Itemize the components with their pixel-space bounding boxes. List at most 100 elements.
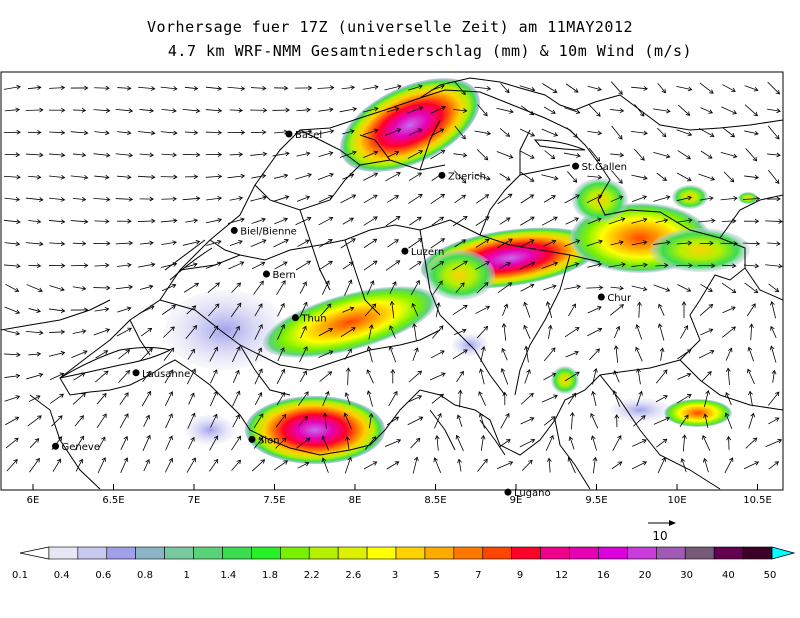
- colorbar-segment: [684, 546, 715, 560]
- colorbar-segment: [366, 546, 397, 560]
- wind-arrow-head: [345, 367, 351, 372]
- wind-arrow-head: [417, 370, 423, 376]
- wind-arrow-head: [417, 172, 422, 177]
- wind-arrow-head: [351, 194, 357, 199]
- wind-arrow: [610, 81, 623, 95]
- wind-arrow-head: [617, 461, 623, 466]
- wind-arrow-head: [661, 132, 667, 138]
- wind-arrow: [275, 437, 287, 449]
- lon-tick-label: 8.5E: [424, 495, 446, 506]
- wind-arrow-head: [34, 438, 40, 443]
- wind-arrow-head: [195, 152, 201, 158]
- wind-arrow-head: [351, 238, 356, 243]
- wind-arrow: [344, 413, 352, 429]
- wind-arrow-head: [591, 390, 596, 396]
- wind-arrow-head: [619, 285, 624, 291]
- lon-tick-label: 7E: [188, 495, 201, 506]
- wind-arrow-head: [150, 86, 156, 91]
- wind-arrow-head: [37, 415, 42, 420]
- wind-arrow: [720, 197, 738, 201]
- wind-arrow: [205, 109, 222, 112]
- wind-arrow-head: [262, 85, 267, 91]
- wind-arrow: [703, 458, 709, 473]
- wind-arrow: [227, 218, 245, 224]
- wind-arrow: [4, 375, 20, 378]
- wind-arrow: [73, 109, 86, 111]
- wind-arrow-head: [195, 196, 201, 201]
- wind-arrow: [251, 218, 266, 224]
- wind-arrow-head: [168, 457, 174, 463]
- wind-arrow-head: [79, 415, 84, 420]
- wind-arrow: [206, 262, 222, 269]
- colorbar-label: 0.1: [12, 570, 28, 581]
- city-dot: [291, 314, 299, 322]
- wind-arrow: [567, 392, 577, 405]
- wind-arrow: [28, 395, 41, 402]
- wind-arrow-head: [168, 413, 173, 418]
- wind-arrow-head: [394, 239, 399, 244]
- wind-arrow: [342, 307, 354, 313]
- wind-arrow-head: [103, 370, 109, 376]
- lon-tick-label: 6E: [27, 495, 40, 506]
- wind-arrow-head: [440, 350, 445, 355]
- wind-arrow: [765, 439, 782, 447]
- wind-arrow: [631, 461, 647, 470]
- wind-arrow-head: [282, 261, 288, 266]
- wind-arrow: [656, 172, 667, 181]
- wind-arrow-head: [415, 437, 421, 443]
- wind-arrow: [636, 324, 643, 340]
- wind-arrow-head: [483, 325, 489, 331]
- wind-arrow-head: [14, 287, 20, 292]
- wind-arrow: [254, 303, 263, 317]
- wind-arrow-head: [285, 151, 290, 157]
- wind-arrow: [94, 264, 109, 267]
- wind-arrow-head: [484, 194, 490, 199]
- wind-arrow: [678, 104, 690, 116]
- wind-arrow-head: [372, 461, 378, 466]
- wind-arrow: [434, 457, 442, 473]
- wind-arrow-head: [78, 458, 83, 464]
- wind-arrow-head: [39, 241, 44, 247]
- wind-arrow-head: [60, 85, 66, 91]
- wind-arrow: [545, 435, 554, 451]
- wind-arrow-head: [306, 260, 312, 265]
- wind-arrow: [748, 347, 754, 362]
- wind-arrow-head: [770, 300, 775, 306]
- wind-arrow: [725, 348, 732, 361]
- wind-arrow-head: [478, 391, 483, 396]
- wind-arrow-head: [440, 84, 445, 89]
- wind-arrow: [94, 220, 109, 222]
- wind-arrow: [408, 238, 423, 249]
- wind-arrow-head: [83, 130, 89, 136]
- wind-arrow-head: [686, 176, 692, 182]
- wind-arrow: [478, 391, 486, 406]
- wind-arrow-head: [192, 325, 198, 330]
- wind-arrow: [430, 149, 445, 160]
- wind-arrow: [680, 325, 688, 339]
- wind-arrow: [4, 109, 20, 112]
- colorbar-label: 7: [475, 570, 481, 581]
- wind-arrow: [389, 281, 397, 294]
- wind-arrow-head: [80, 372, 86, 377]
- wind-arrow-head: [60, 174, 66, 180]
- wind-arrow: [431, 261, 444, 270]
- wind-arrow: [254, 324, 263, 340]
- wind-arrow-head: [59, 372, 65, 378]
- wind-arrow: [745, 148, 757, 162]
- wind-arrow-head: [193, 218, 199, 224]
- wind-arrow-head: [81, 285, 87, 291]
- wind-arrow: [318, 328, 333, 337]
- wind-arrow-head: [657, 323, 663, 328]
- wind-arrow-head: [102, 413, 107, 419]
- wind-arrow: [496, 461, 513, 470]
- wind-arrow: [541, 174, 558, 180]
- wind-arrow: [655, 395, 668, 403]
- wind-arrow-head: [195, 108, 201, 114]
- wind-arrow: [743, 461, 759, 470]
- wind-arrow-head: [173, 218, 178, 224]
- wind-arrow: [227, 175, 245, 179]
- colorbar-segment: [193, 546, 223, 560]
- wind-arrow-head: [709, 132, 715, 138]
- wind-arrow-head: [462, 108, 468, 113]
- wind-arrow: [613, 326, 620, 339]
